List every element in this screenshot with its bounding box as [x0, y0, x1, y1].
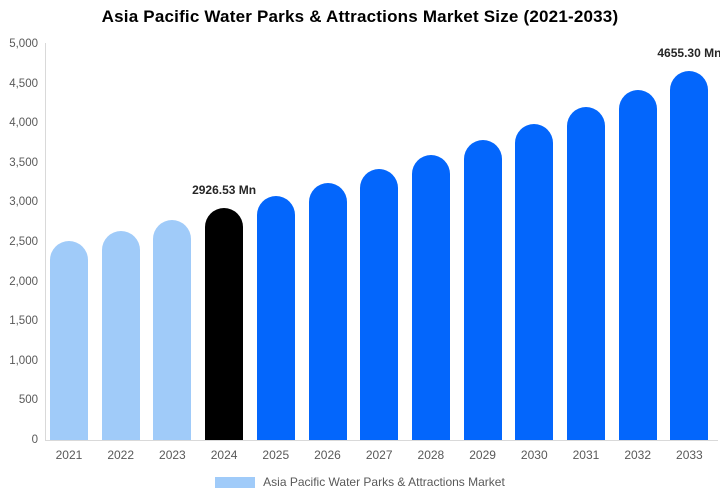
y-tick-2500: 2,500 [9, 236, 38, 248]
x-tick-2026: 2026 [314, 448, 341, 462]
bar-2024[interactable] [205, 208, 244, 440]
x-tick-2022: 2022 [107, 448, 135, 462]
x-tick-2029: 2029 [469, 448, 496, 462]
y-tick-3000: 3,000 [9, 196, 38, 209]
bar-2026[interactable] [308, 182, 347, 440]
bar-2031[interactable] [567, 107, 605, 440]
x-axis-line [45, 440, 718, 441]
bar-2032[interactable] [618, 89, 657, 440]
y-tick-0: 0 [31, 434, 38, 446]
bar-2028[interactable] [411, 155, 450, 440]
y-tick-3500: 3,500 [9, 156, 38, 169]
y-axis-line [45, 43, 46, 441]
bar-2022[interactable] [101, 230, 140, 440]
y-tick-1000: 1,000 [9, 354, 38, 367]
y-tick-5000: 5,000 [9, 38, 38, 50]
x-tick-2031: 2031 [572, 448, 600, 462]
x-tick-2032: 2032 [624, 448, 652, 462]
x-tick-2021: 2021 [55, 448, 83, 462]
data-label-2024: 2926.53 Mn [192, 183, 257, 198]
x-tick-2028: 2028 [417, 448, 445, 462]
legend-item[interactable]: Asia Pacific Water Parks & Attractions M… [0, 475, 720, 489]
data-label-2033: 4655.30 Mn [657, 46, 720, 61]
y-tick-500: 500 [18, 394, 38, 407]
bar-2029[interactable] [463, 139, 502, 440]
y-tick-1500: 1,500 [9, 315, 38, 328]
legend-swatch [215, 476, 256, 488]
bar-2025[interactable] [256, 195, 295, 440]
x-tick-2027: 2027 [365, 448, 393, 462]
bar-2023[interactable] [153, 219, 192, 440]
x-tick-2033: 2033 [676, 448, 703, 462]
legend-label: Asia Pacific Water Parks & Attractions M… [263, 475, 505, 489]
y-tick-4000: 4,000 [9, 117, 38, 130]
x-tick-2023: 2023 [159, 448, 186, 462]
y-tick-4500: 4,500 [9, 77, 38, 90]
x-tick-2025: 2025 [262, 448, 290, 462]
bar-2033[interactable] [670, 71, 709, 440]
chart-title: Asia Pacific Water Parks & Attractions M… [101, 7, 619, 26]
y-tick-2000: 2,000 [9, 275, 38, 288]
x-tick-2024: 2024 [210, 448, 238, 462]
bar-2027[interactable] [360, 169, 399, 440]
bar-2021[interactable] [50, 241, 88, 440]
bar-2030[interactable] [515, 124, 554, 440]
x-tick-2030: 2030 [520, 448, 548, 462]
